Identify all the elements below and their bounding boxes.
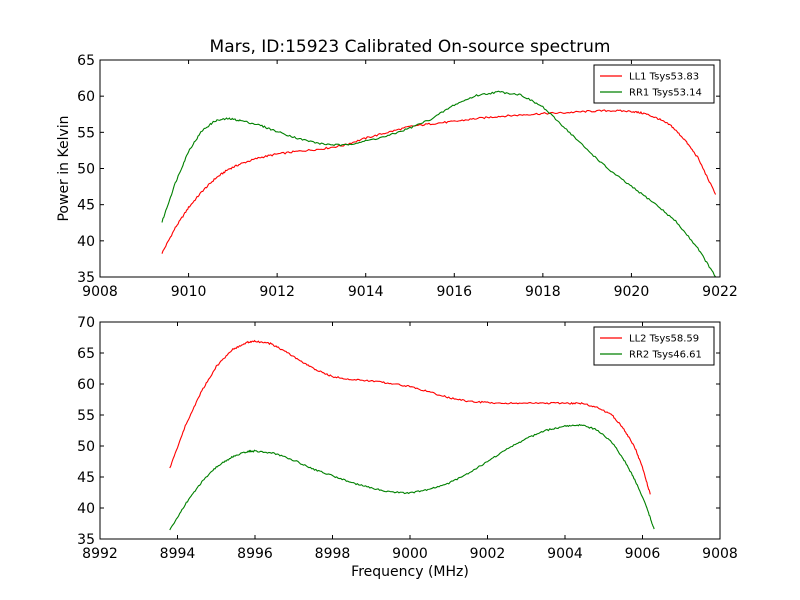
x-tick-label: 8998 bbox=[315, 546, 351, 562]
x-tick-label: 9000 bbox=[392, 546, 428, 562]
x-tick-label: 9006 bbox=[625, 546, 661, 562]
x-tick-label: 9018 bbox=[525, 284, 561, 300]
x-tick-label: 9004 bbox=[547, 546, 583, 562]
x-tick-label: 9008 bbox=[82, 284, 118, 300]
legend-entry: LL2 Tsys58.59 bbox=[629, 334, 699, 345]
chart-title: Mars, ID:15923 Calibrated On-source spec… bbox=[210, 37, 611, 57]
y-tick-label: 50 bbox=[77, 439, 95, 455]
y-tick-label: 65 bbox=[77, 53, 95, 69]
top-panel: 9008 9010 9012 9014 9016 9018 9020 9022 35 40 45 50… bbox=[56, 37, 738, 300]
legend-box bbox=[593, 64, 715, 104]
y-tick-label: 40 bbox=[77, 501, 95, 517]
y-tick-label: 40 bbox=[77, 234, 95, 250]
x-tick-label: 9022 bbox=[702, 284, 738, 300]
series-line-rr2 bbox=[169, 423, 655, 531]
x-tick-label: 9014 bbox=[348, 284, 384, 300]
series-line-rr1 bbox=[161, 90, 717, 277]
x-tick-label: 8996 bbox=[237, 546, 273, 562]
x-tick-label: 9002 bbox=[470, 546, 506, 562]
y-axis-label: Power in Kelvin bbox=[56, 115, 72, 221]
legend: LL2 Tsys58.59 RR2 Tsys46.61 bbox=[593, 326, 715, 366]
legend-entry: LL1 Tsys53.83 bbox=[629, 72, 699, 83]
series-line-ll1 bbox=[161, 109, 717, 254]
y-tick-label: 45 bbox=[77, 198, 95, 214]
x-tick-label: 8994 bbox=[160, 546, 196, 562]
legend-entry: RR1 Tsys53.14 bbox=[629, 88, 702, 99]
x-tick-label: 9016 bbox=[436, 284, 472, 300]
bottom-panel: 8992 8994 8996 8998 9000 9002 9004 9006 9008 35 40… bbox=[77, 315, 738, 580]
y-tick-label: 45 bbox=[77, 470, 95, 486]
x-axis-label: Frequency (MHz) bbox=[351, 564, 469, 580]
y-tick-label: 35 bbox=[77, 270, 95, 286]
series-line-ll2 bbox=[169, 339, 651, 495]
y-tick-label: 50 bbox=[77, 162, 95, 178]
legend-box bbox=[593, 326, 715, 366]
y-tick-label: 60 bbox=[77, 89, 95, 105]
x-tick-label: 8992 bbox=[82, 546, 118, 562]
x-tick-label: 9008 bbox=[702, 546, 738, 562]
y-tick-label: 35 bbox=[77, 532, 95, 548]
y-tick-label: 70 bbox=[77, 315, 95, 331]
x-tick-label: 9010 bbox=[171, 284, 207, 300]
x-tick-label: 9020 bbox=[614, 284, 650, 300]
x-tick-label: 9012 bbox=[259, 284, 295, 300]
legend-entry: RR2 Tsys46.61 bbox=[629, 350, 702, 361]
y-tick-label: 55 bbox=[77, 125, 95, 141]
y-tick-label: 65 bbox=[77, 346, 95, 362]
y-tick-label: 55 bbox=[77, 408, 95, 424]
y-tick-label: 60 bbox=[77, 377, 95, 393]
legend: LL1 Tsys53.83 RR1 Tsys53.14 bbox=[593, 64, 715, 104]
